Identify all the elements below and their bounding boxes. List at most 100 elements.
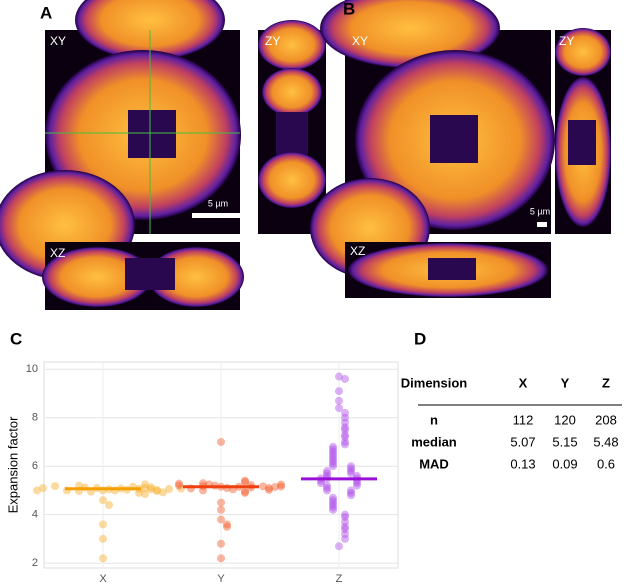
data-point	[329, 496, 337, 505]
data-point	[335, 396, 343, 405]
y-axis-label: Expansion factor	[5, 416, 20, 514]
image-label: XY	[50, 34, 66, 48]
data-point	[153, 487, 161, 496]
table-cell: 0.09	[552, 456, 577, 471]
table-cell: 0.6	[597, 456, 615, 471]
data-point	[341, 437, 349, 446]
data-point	[341, 430, 349, 439]
image-label: XZ	[350, 244, 365, 258]
table-header: X	[519, 375, 528, 390]
data-point	[329, 505, 337, 514]
data-point	[329, 503, 337, 512]
data-point	[51, 482, 59, 491]
panel-letter: B	[343, 0, 355, 18]
data-point	[277, 480, 285, 489]
data-point	[329, 498, 337, 507]
data-point	[99, 520, 107, 529]
data-point	[347, 469, 355, 478]
data-point	[335, 404, 343, 413]
data-point	[353, 479, 361, 488]
table-cell: 5.15	[552, 434, 577, 449]
data-point	[329, 462, 337, 471]
data-point	[141, 484, 149, 493]
data-point	[329, 457, 337, 466]
table-header: Z	[602, 375, 610, 390]
data-point	[347, 467, 355, 476]
data-point	[341, 374, 349, 383]
data-point	[147, 483, 155, 492]
data-point	[175, 481, 183, 490]
data-point	[323, 484, 331, 493]
scale-label: 5 µm	[208, 198, 228, 208]
data-point	[329, 445, 337, 454]
y-tick-label: 4	[32, 509, 38, 521]
data-point	[329, 454, 337, 463]
data-point	[223, 522, 231, 531]
panel-letter: A	[40, 3, 52, 22]
data-point	[317, 479, 325, 488]
data-point	[217, 554, 225, 563]
table-cell: n	[430, 412, 438, 427]
x-tick-label: Z	[336, 573, 343, 585]
data-point	[341, 423, 349, 432]
data-point	[341, 433, 349, 442]
data-point	[329, 452, 337, 461]
data-point	[347, 488, 355, 497]
data-point	[135, 488, 143, 497]
data-point	[33, 486, 41, 495]
data-point	[241, 476, 249, 485]
data-point	[341, 425, 349, 434]
data-point	[159, 488, 167, 497]
x-tick-label: X	[99, 573, 107, 585]
image-label: XY	[352, 34, 368, 48]
data-point	[341, 413, 349, 422]
table-cell: 5.48	[593, 434, 618, 449]
image-label: ZY	[265, 34, 280, 48]
table-cell: 120	[554, 412, 576, 427]
data-point	[199, 486, 207, 495]
panel-letter: D	[414, 329, 426, 348]
table-cell: 5.07	[510, 434, 535, 449]
data-point	[217, 515, 225, 524]
data-point	[347, 464, 355, 473]
data-point	[341, 408, 349, 417]
data-point	[99, 554, 107, 563]
data-point	[353, 481, 361, 490]
data-point	[329, 459, 337, 468]
data-point	[329, 442, 337, 451]
data-point	[329, 447, 337, 456]
data-point	[277, 482, 285, 491]
image-label: XZ	[50, 246, 65, 260]
data-point	[223, 520, 231, 529]
data-point	[341, 525, 349, 534]
data-point	[217, 498, 225, 507]
data-point	[341, 534, 349, 543]
data-point	[341, 418, 349, 427]
y-tick-label: 6	[32, 460, 38, 472]
table-header: Y	[561, 375, 570, 390]
data-point	[217, 437, 225, 446]
data-point	[341, 522, 349, 531]
data-point	[323, 469, 331, 478]
data-point	[105, 500, 113, 509]
data-point	[141, 480, 149, 489]
table-cell: 112	[513, 412, 534, 427]
data-point	[99, 534, 107, 543]
data-point	[175, 479, 183, 488]
data-point	[341, 510, 349, 519]
x-tick-label: Y	[217, 573, 225, 585]
image-label: ZY	[559, 34, 574, 48]
data-point	[329, 450, 337, 459]
data-point	[265, 485, 273, 494]
data-point	[329, 493, 337, 502]
data-point	[347, 491, 355, 500]
data-point	[347, 462, 355, 471]
table-header: Dimension	[401, 375, 468, 390]
data-point	[347, 486, 355, 495]
data-point	[335, 387, 343, 396]
data-point	[259, 482, 267, 491]
data-point	[39, 484, 47, 493]
data-point	[147, 485, 155, 494]
data-point	[153, 485, 161, 494]
beeswarm-plot: 2 4 6 8 10 X Y Z	[26, 361, 399, 585]
